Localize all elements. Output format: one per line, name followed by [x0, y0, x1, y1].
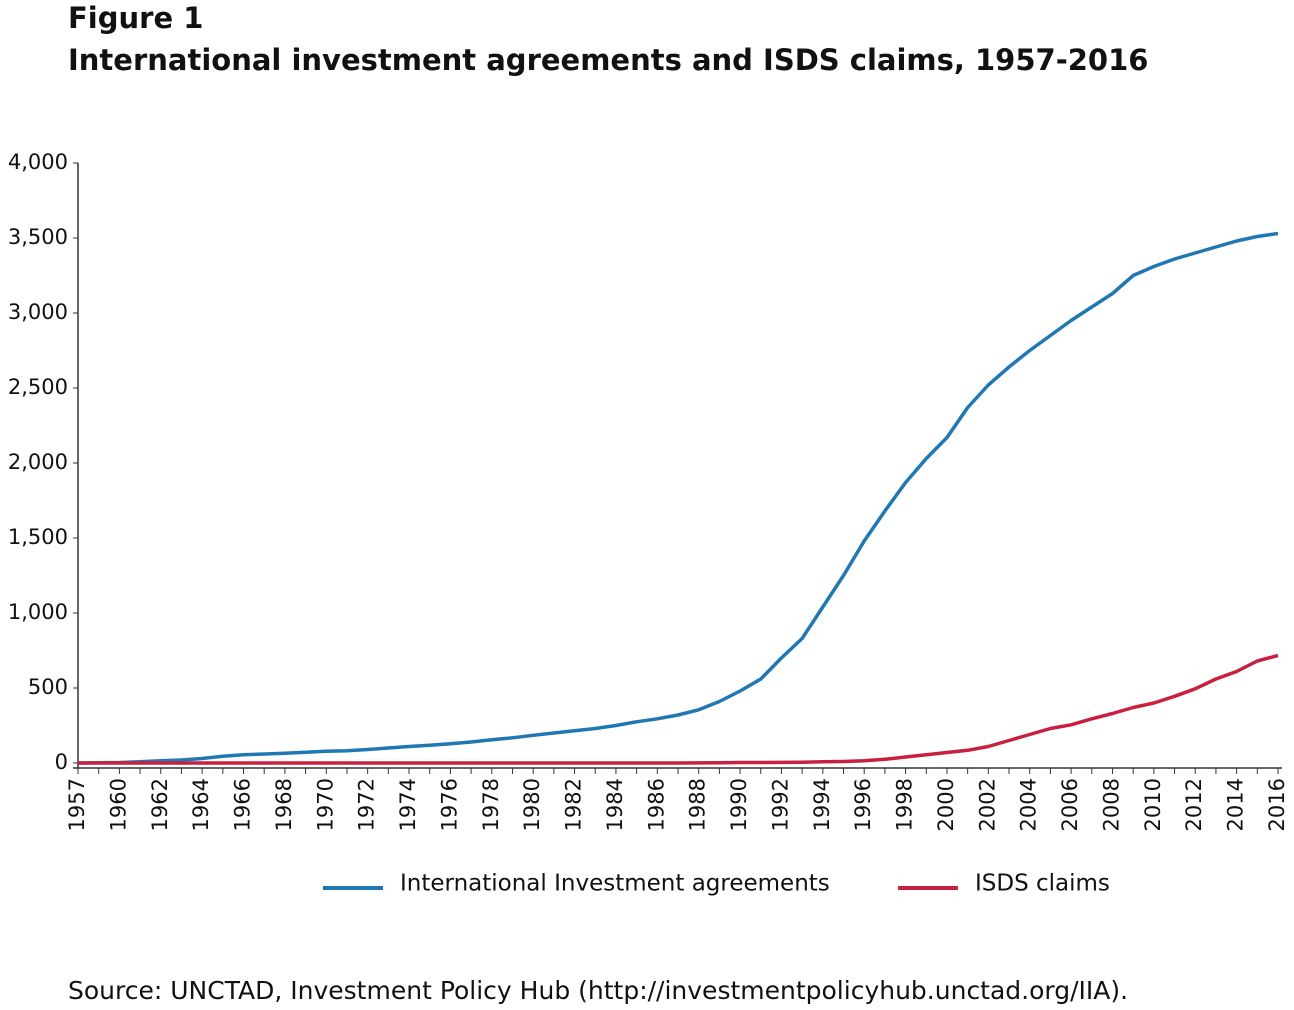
x-tick-label: 2002	[975, 778, 999, 831]
x-tick-label: 1996	[851, 778, 875, 831]
x-tick-label: 1970	[313, 778, 337, 831]
x-tick-label: 1986	[644, 778, 668, 831]
y-tick-label: 1,000	[8, 600, 68, 624]
x-tick-label: 1976	[437, 778, 461, 831]
x-tick-label: 2010	[1141, 778, 1165, 831]
x-tick-label: 1982	[562, 778, 586, 831]
y-tick-label: 4,000	[8, 150, 68, 174]
x-tick-label: 1998	[893, 778, 917, 831]
x-tick-label: 2014	[1224, 778, 1248, 831]
x-tick-label: 1992	[768, 778, 792, 831]
x-tick-label: 1968	[272, 778, 296, 831]
series-line	[78, 653, 1279, 765]
x-tick-label: 2012	[1182, 778, 1206, 831]
x-tick-label: 1962	[148, 778, 172, 831]
x-tick-label: 1966	[231, 778, 255, 831]
x-tick-label: 1974	[396, 778, 420, 831]
y-tick-label: 0	[55, 750, 68, 774]
y-tick-label: 500	[28, 675, 68, 699]
x-tick-label: 1994	[810, 778, 834, 831]
x-tick-label: 1990	[727, 778, 751, 831]
x-tick-label: 1957	[65, 778, 89, 831]
x-tick-label: 1960	[106, 778, 130, 831]
x-tick-label: 1984	[603, 778, 627, 831]
x-tick-label: 1964	[189, 778, 213, 831]
source: Source: UNCTAD, Investment Policy Hub (h…	[68, 976, 1128, 1005]
chart-subtitle: International investment agreements and …	[68, 43, 1148, 77]
legend-label: International Investment agreements	[400, 871, 830, 897]
y-tick-label: 2,000	[8, 450, 68, 474]
chart-title: Figure 1	[68, 1, 203, 35]
x-tick-label: 2000	[934, 778, 958, 831]
y-tick-label: 2,500	[8, 375, 68, 399]
y-tick-label: 1,500	[8, 525, 68, 549]
x-tick-label: 2008	[1099, 778, 1123, 831]
series-line	[77, 231, 1279, 765]
x-tick-label: 2006	[1058, 778, 1082, 831]
x-tick-label: 1978	[479, 778, 503, 831]
x-tick-label: 2004	[1017, 778, 1041, 831]
legend-label: ISDS claims	[975, 871, 1110, 897]
y-tick-label: 3,500	[8, 225, 68, 249]
x-tick-label: 1980	[520, 778, 544, 831]
x-tick-label: 1988	[686, 778, 710, 831]
y-tick-label: 3,000	[8, 300, 68, 324]
x-tick-label: 2016	[1265, 778, 1289, 831]
x-tick-label: 1972	[355, 778, 379, 831]
